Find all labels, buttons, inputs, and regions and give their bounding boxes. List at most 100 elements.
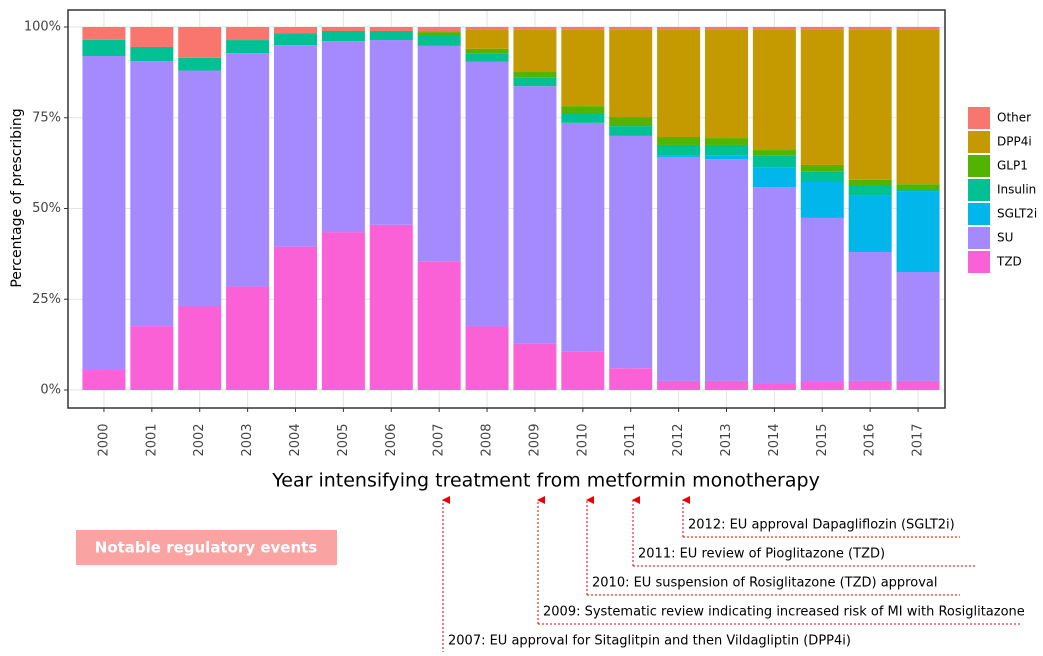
- bar-segment: [752, 187, 796, 384]
- bar-segment: [513, 27, 557, 30]
- bar-segment: [178, 57, 222, 71]
- bar-segment: [226, 53, 270, 287]
- bar-segment: [705, 138, 748, 145]
- bar-segment: [465, 29, 509, 49]
- bar-segment: [609, 126, 653, 136]
- plot-border: [67, 9, 946, 409]
- annotation-text: 2011: EU review of Pioglitazone (TZD): [638, 547, 885, 562]
- bar-segment: [705, 29, 748, 139]
- bar-segment: [561, 351, 605, 390]
- bar-segment: [513, 343, 557, 390]
- bar-segment: [130, 61, 174, 327]
- bar-segment: [896, 189, 940, 192]
- legend-swatch: [968, 251, 990, 273]
- bar-segment: [465, 48, 509, 54]
- bar-segment: [705, 27, 748, 30]
- bar-segment: [369, 30, 413, 41]
- y-tick-label: 25%: [32, 292, 61, 307]
- bar-segment: [705, 155, 748, 160]
- bar-segment: [82, 27, 126, 40]
- x-tick-label: 2015: [815, 423, 830, 456]
- bar-segment: [752, 167, 796, 188]
- legend-label: TZD: [996, 255, 1022, 269]
- bar-segment: [417, 32, 461, 35]
- x-tick-label: 2013: [719, 423, 734, 456]
- bar-segment: [848, 29, 892, 180]
- bar-segment: [848, 195, 892, 253]
- bar-segment: [226, 286, 270, 390]
- x-tick-label: 2017: [911, 423, 926, 456]
- x-tick-label: 2005: [336, 423, 351, 456]
- bar-segment: [513, 29, 557, 73]
- bar-segment: [896, 27, 940, 30]
- bar-segment: [848, 252, 892, 381]
- x-tick-label: 2011: [623, 423, 638, 456]
- x-tick-label: 2010: [575, 423, 590, 456]
- x-tick-label: 2008: [480, 423, 495, 456]
- bar-segment: [513, 72, 557, 78]
- bar-segment: [178, 70, 222, 307]
- x-tick-label: 2006: [384, 423, 399, 456]
- bar-segment: [369, 27, 413, 31]
- bar-segment: [752, 383, 796, 390]
- legend-swatch: [968, 179, 990, 201]
- bar-segment: [705, 380, 748, 390]
- x-tick-label: 2000: [96, 423, 111, 456]
- bar-segment: [274, 246, 317, 390]
- bar-segment: [417, 34, 461, 46]
- bar-segment: [561, 113, 605, 123]
- bar-segment: [800, 217, 844, 383]
- bar-segment: [561, 122, 605, 352]
- bar-segment: [226, 27, 270, 41]
- bar-segment: [130, 326, 174, 390]
- bar-segment: [369, 40, 413, 225]
- y-tick-label: 50%: [32, 201, 61, 216]
- annotation-text: 2010: EU suspension of Rosiglitazone (TZ…: [592, 576, 937, 591]
- bar-segment: [82, 370, 126, 390]
- bar-segment: [609, 368, 653, 390]
- bar-segment: [800, 182, 844, 218]
- bar-segment: [657, 156, 701, 381]
- bar-segment: [417, 261, 461, 390]
- legend-label: GLP1: [997, 159, 1028, 173]
- bar-segment: [800, 382, 844, 390]
- bar-segment: [800, 164, 844, 172]
- x-tick-label: 2002: [192, 423, 207, 456]
- bar-segment: [178, 27, 222, 58]
- bar-segment: [321, 232, 365, 390]
- bar-segment: [130, 27, 174, 47]
- bar-segment: [82, 39, 126, 57]
- bar-segment: [130, 46, 174, 62]
- bar-segment: [896, 29, 940, 185]
- bar-segment: [896, 380, 940, 390]
- bar-segment: [321, 27, 365, 31]
- bar-segment: [657, 27, 701, 30]
- bar-segment: [417, 30, 461, 33]
- bar-segment: [465, 27, 509, 30]
- bar-segment: [848, 27, 892, 30]
- bar-segment: [274, 33, 317, 46]
- legend-swatch: [968, 203, 990, 225]
- bar-segment: [800, 27, 844, 30]
- bar-segment: [800, 29, 844, 165]
- bar-segment: [82, 56, 126, 371]
- bar-segment: [752, 29, 796, 151]
- bar-segment: [896, 191, 940, 273]
- legend-label: DPP4i: [997, 135, 1032, 149]
- annotation-text: 2012: EU approval Dapagliflozin (SGLT2i): [688, 518, 955, 533]
- bar-segment: [848, 185, 892, 196]
- bar-segment: [657, 144, 701, 156]
- bar-segment: [513, 86, 557, 344]
- bar-segment: [657, 136, 701, 145]
- y-tick-label: 100%: [24, 20, 61, 35]
- bar-segment: [321, 30, 365, 42]
- bar-segment: [417, 45, 461, 262]
- legend-swatch: [968, 227, 990, 249]
- bar-segment: [657, 380, 701, 390]
- x-tick-label: 2014: [767, 423, 782, 456]
- bar-segment: [465, 326, 509, 390]
- bar-segment: [848, 179, 892, 186]
- bar-segment: [705, 159, 748, 381]
- annotation-box: [76, 530, 337, 565]
